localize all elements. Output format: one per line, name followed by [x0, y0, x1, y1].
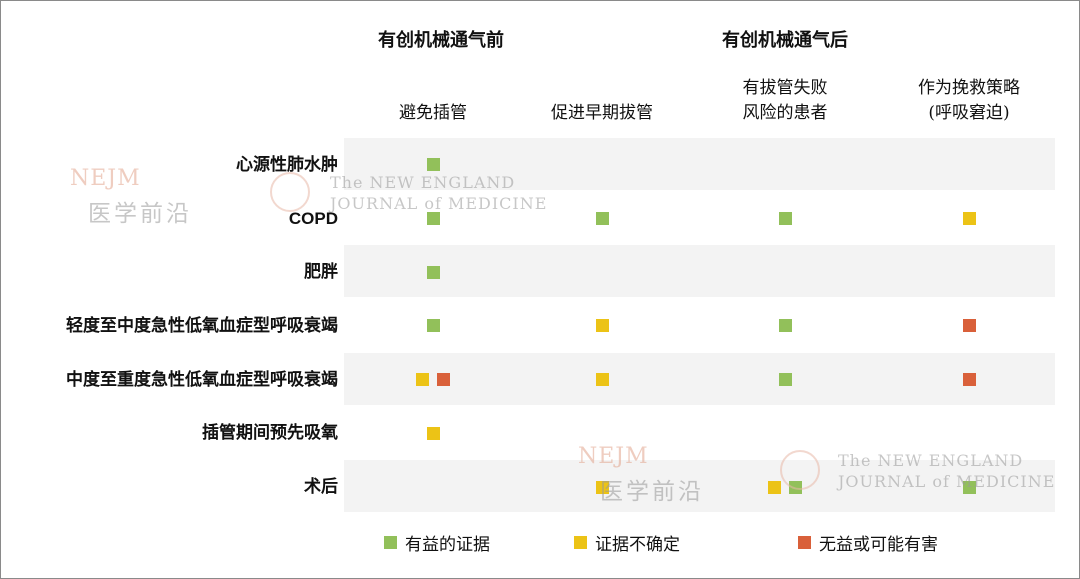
- column-header-line: 有拔管失败: [742, 78, 828, 98]
- row-label: 插管期间预先吸氧: [202, 423, 338, 444]
- marker-beneficial: [426, 158, 440, 172]
- row-label: 心源性肺水肿: [236, 154, 338, 175]
- column-group-header: 有创机械通气前: [378, 30, 504, 51]
- row-stripe: [344, 460, 1055, 513]
- row-label: 术后: [304, 477, 338, 498]
- marker-harmful: [962, 319, 976, 333]
- column-header-avoid: 避免插管: [333, 101, 533, 126]
- row-label: 中度至重度急性低氧血症型呼吸衰竭: [66, 369, 338, 390]
- legend-item-uncertain: 证据不确定: [574, 530, 680, 555]
- marker-harmful: [962, 373, 976, 387]
- marker-uncertain: [416, 373, 429, 387]
- legend-swatch: [384, 536, 397, 549]
- legend-item-beneficial: 有益的证据: [384, 530, 490, 555]
- column-header-line: (呼吸窘迫): [928, 103, 1010, 123]
- marker-uncertain: [768, 480, 781, 494]
- row-stripe: [344, 245, 1055, 298]
- column-header-risk: 有拔管失败风险的患者: [685, 76, 885, 126]
- legend-swatch: [798, 536, 811, 549]
- marker-beneficial: [426, 212, 440, 226]
- legend-label: 无益或可能有害: [819, 535, 938, 555]
- row-label: COPD: [288, 208, 338, 228]
- marker-beneficial: [426, 265, 440, 279]
- marker-harmful: [437, 373, 450, 387]
- column-header-line: 风险的患者: [742, 103, 828, 123]
- marker-beneficial: [789, 480, 802, 494]
- legend-label: 证据不确定: [595, 535, 680, 555]
- marker-beneficial: [778, 373, 792, 387]
- marker-beneficial: [778, 212, 792, 226]
- legend-label: 有益的证据: [405, 535, 490, 555]
- row-label: 轻度至中度急性低氧血症型呼吸衰竭: [66, 315, 338, 336]
- marker-beneficial: [962, 480, 976, 494]
- column-header-rescue: 作为挽救策略 (呼吸窘迫): [869, 76, 1069, 126]
- legend-item-harmful: 无益或可能有害: [798, 530, 938, 555]
- marker-uncertain: [595, 319, 609, 333]
- column-group-header: 有创机械通气后: [722, 30, 848, 51]
- column-header-line: 促进早期拔管: [551, 103, 653, 123]
- column-header-line: 避免插管: [399, 103, 467, 123]
- marker-beneficial: [595, 212, 609, 226]
- marker-uncertain: [962, 212, 976, 226]
- row-stripe: [344, 138, 1055, 190]
- column-header-early: 促进早期拔管: [502, 101, 702, 126]
- legend-swatch: [574, 536, 587, 549]
- marker-beneficial: [778, 319, 792, 333]
- row-label: 肥胖: [304, 262, 338, 283]
- row-stripe: [344, 352, 1055, 405]
- marker-uncertain: [595, 480, 609, 494]
- marker-uncertain: [595, 373, 609, 387]
- marker-uncertain: [426, 426, 440, 440]
- column-header-line: 作为挽救策略: [918, 78, 1020, 98]
- marker-beneficial: [426, 319, 440, 333]
